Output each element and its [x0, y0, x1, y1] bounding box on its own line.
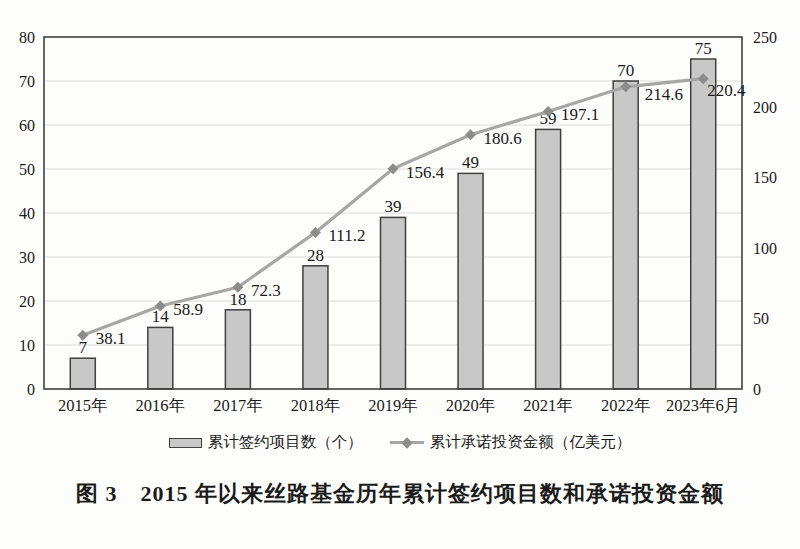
legend-item-investment: 累计承诺投资金额（亿美元）: [390, 432, 632, 453]
line-marker: [465, 129, 476, 140]
legend-item-projects: 累计签约项目数（个）: [169, 432, 363, 453]
y-axis-right-tick-label: 250: [753, 29, 777, 46]
legend-label-projects: 累计签约项目数（个）: [208, 432, 363, 453]
y-axis-right-tick-label: 50: [753, 310, 769, 327]
line-value-label: 58.9: [173, 300, 203, 319]
bar-value-label: 7: [79, 338, 88, 357]
line-value-label: 220.4: [707, 81, 746, 100]
y-axis-right-tick-label: 0: [753, 381, 761, 398]
bar: [70, 358, 95, 389]
x-axis-label: 2019年: [368, 396, 418, 415]
y-axis-right-tick-label: 100: [753, 240, 777, 257]
line-swatch-icon: [390, 437, 424, 449]
bar-value-label: 75: [695, 39, 712, 58]
line-value-label: 111.2: [328, 226, 365, 245]
line-value-label: 197.1: [561, 105, 599, 124]
bar-value-label: 70: [617, 61, 634, 80]
x-axis-label: 2018年: [291, 396, 341, 415]
bar: [381, 217, 406, 389]
x-axis-label: 2020年: [446, 396, 496, 415]
chart-legend: 累计签约项目数（个） 累计承诺投资金额（亿美元）: [0, 432, 800, 453]
y-axis-left-tick-label: 60: [19, 117, 35, 134]
bar-value-label: 39: [385, 197, 402, 216]
diamond-marker-icon: [401, 437, 412, 448]
bar: [148, 327, 173, 389]
y-axis-left-tick-label: 30: [19, 249, 35, 266]
y-axis-right-tick-label: 150: [753, 169, 777, 186]
legend-label-investment: 累计承诺投资金额（亿美元）: [430, 432, 632, 453]
y-axis-left-tick-label: 0: [27, 381, 35, 398]
figure-caption: 图 3 2015 年以来丝路基金历年累计签约项目数和承诺投资金额: [0, 479, 800, 509]
line-value-label: 38.1: [96, 329, 126, 348]
bar: [303, 266, 328, 389]
x-axis-label: 2016年: [136, 396, 186, 415]
bar: [691, 59, 716, 389]
x-axis-label: 2021年: [523, 396, 573, 415]
chart-canvas: 7141828394959707538.158.972.3111.2156.41…: [0, 0, 800, 428]
bar: [458, 173, 483, 389]
bar-value-label: 28: [307, 246, 324, 265]
x-axis-label: 2015年: [58, 396, 108, 415]
line-value-label: 214.6: [645, 85, 683, 104]
bar: [613, 81, 638, 389]
y-axis-left-tick-label: 80: [19, 29, 35, 46]
line-value-label: 180.6: [484, 129, 522, 148]
bar: [225, 310, 250, 389]
x-axis-label: 2022年: [601, 396, 651, 415]
y-axis-left-tick-label: 20: [19, 293, 35, 310]
y-axis-left-tick-label: 50: [19, 161, 35, 178]
x-axis-label: 2017年: [213, 396, 263, 415]
y-axis-left-tick-label: 70: [19, 73, 35, 90]
bar-value-label: 49: [462, 153, 479, 172]
x-axis-label: 2023年6月: [666, 396, 740, 415]
y-axis-left-tick-label: 40: [19, 205, 35, 222]
bar: [536, 129, 561, 389]
bar-swatch-icon: [169, 438, 202, 448]
line-value-label: 72.3: [251, 281, 281, 300]
y-axis-left-tick-label: 10: [19, 337, 35, 354]
line-value-label: 156.4: [406, 163, 445, 182]
y-axis-right-tick-label: 200: [753, 99, 777, 116]
